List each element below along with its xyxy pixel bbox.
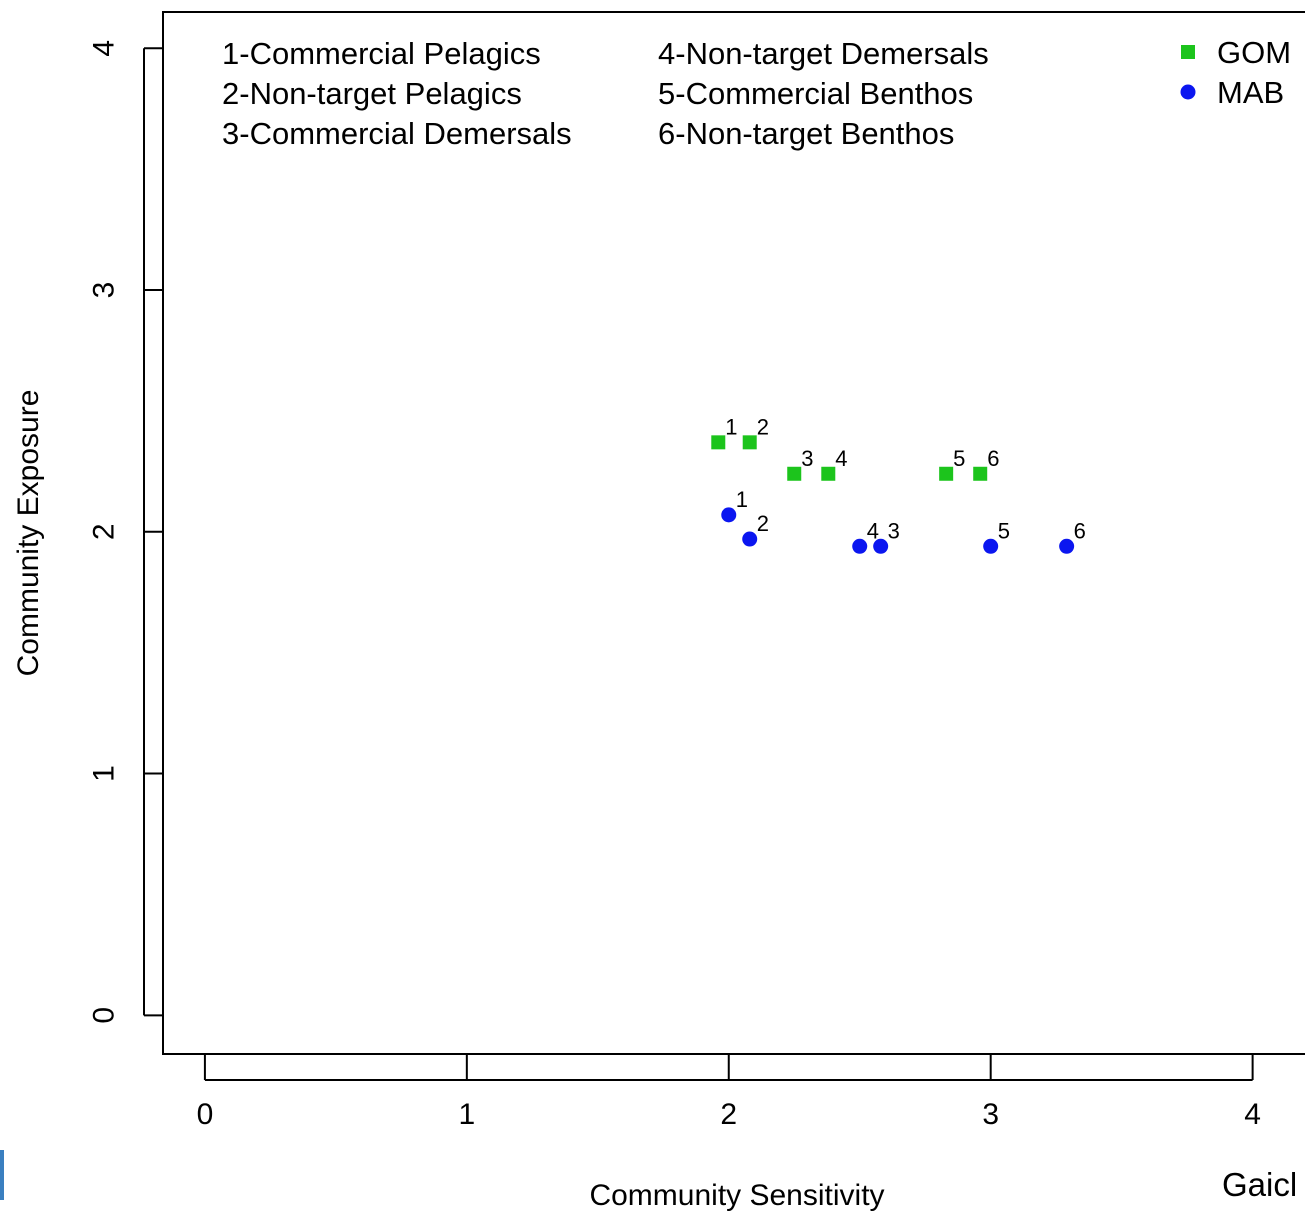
- x-tick-label: 0: [197, 1098, 214, 1131]
- key-item: 6-Non-target Benthos: [658, 116, 954, 151]
- legend-label-mab: MAB: [1217, 75, 1284, 110]
- legend-label-gom: GOM: [1217, 35, 1291, 70]
- y-tick-label: 4: [88, 40, 121, 57]
- key-item: 4-Non-target Demersals: [658, 36, 989, 71]
- series-legend: GOM MAB: [1180, 35, 1291, 110]
- data-point-gom: [711, 435, 726, 450]
- data-point-gom: [742, 435, 757, 450]
- x-tick-label: 3: [982, 1098, 999, 1131]
- plot-frame: [162, 11, 1305, 1055]
- point-label: 6: [1074, 518, 1086, 543]
- point-label: 3: [801, 446, 813, 471]
- y-tick-label: 2: [88, 523, 121, 540]
- point-label: 4: [835, 446, 847, 471]
- data-point-mab: [742, 531, 758, 547]
- point-label: 5: [953, 446, 965, 471]
- x-tick-label: 2: [720, 1098, 737, 1131]
- data-point-gom: [939, 466, 954, 481]
- data-point-mab: [852, 538, 868, 554]
- y-tick-label: 3: [88, 282, 121, 299]
- y-tick-label: 0: [88, 1007, 121, 1024]
- data-point-mab: [1059, 538, 1075, 554]
- data-point-gom: [821, 466, 836, 481]
- y-axis-title: Community Exposure: [12, 390, 45, 677]
- point-label: 3: [888, 518, 900, 543]
- y-tick-label: 1: [88, 765, 121, 782]
- point-label: 1: [725, 414, 737, 439]
- credit-text: Gaicl: [1222, 1166, 1298, 1203]
- key-item: 1-Commercial Pelagics: [222, 36, 541, 71]
- key-item: 3-Commercial Demersals: [222, 116, 572, 151]
- legend-marker-gom: [1181, 45, 1195, 59]
- point-label: 2: [757, 511, 769, 536]
- key-item: 5-Commercial Benthos: [658, 76, 973, 111]
- point-label: 1: [736, 487, 748, 512]
- data-point-mab: [983, 538, 999, 554]
- data-points: 1 23 4 5 612 4 3 5 6: [711, 414, 1086, 554]
- point-label: 5: [998, 518, 1010, 543]
- x-axis-title: Community Sensitivity: [589, 1179, 884, 1212]
- point-label: 2: [757, 414, 769, 439]
- x-tick-label: 1: [458, 1098, 475, 1131]
- point-label: 4: [867, 518, 879, 543]
- data-point-gom: [787, 466, 802, 481]
- category-key: 1-Commercial Pelagics 2-Non-target Pelagi…: [222, 36, 989, 151]
- logo-edge-mark: [0, 1150, 4, 1200]
- point-label: 6: [987, 446, 999, 471]
- data-point-gom: [973, 466, 988, 481]
- x-tick-label: 4: [1244, 1098, 1261, 1131]
- legend-marker-mab: [1180, 84, 1196, 100]
- data-point-mab: [721, 507, 737, 523]
- key-item: 2-Non-target Pelagics: [222, 76, 522, 111]
- data-point-mab: [873, 538, 889, 554]
